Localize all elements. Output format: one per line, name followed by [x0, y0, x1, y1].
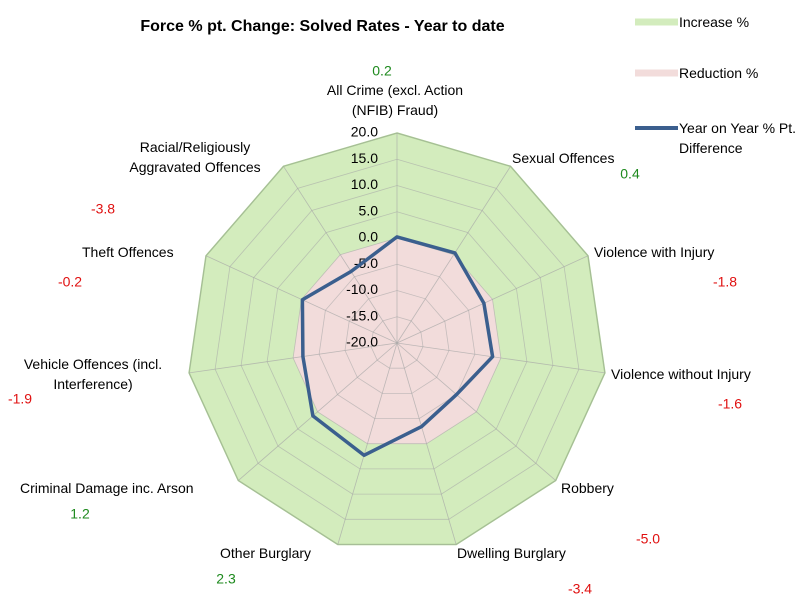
tick-label: -20.0 [346, 334, 378, 350]
grid-ring [370, 316, 424, 369]
data-label: -5.0 [636, 531, 660, 547]
data-label: 0.4 [620, 166, 640, 182]
category-label: Vehicle Offences (incl. Interference) [23, 356, 163, 392]
category-label: Theft Offences [82, 244, 174, 260]
grid-ring [318, 263, 476, 420]
grid-ring [214, 158, 580, 520]
category-label: Criminal Damage inc. Arson [20, 480, 194, 496]
legend-label: Reduction % [679, 65, 759, 81]
data-label: 2.3 [216, 571, 236, 587]
data-label: 0.2 [372, 63, 392, 79]
spoke [396, 342, 605, 374]
tick-label: 0.0 [359, 229, 379, 245]
grid-ring [292, 237, 502, 445]
legend-label: Year on Year % Pt. Difference [679, 120, 797, 156]
spoke [396, 166, 511, 344]
tick-label: -15.0 [346, 307, 378, 323]
tick-label: -5.0 [354, 255, 378, 271]
category-label: Other Burglary [220, 545, 312, 561]
data-label: -1.8 [713, 274, 737, 290]
category-label: Racial/Religiously Aggravated Offences [129, 139, 261, 175]
category-label: Dwelling Burglary [457, 545, 566, 561]
spoke [238, 342, 398, 481]
data-label: -1.9 [8, 391, 32, 407]
grid-ring [266, 211, 528, 470]
spoke [396, 255, 589, 344]
tick-label: 10.0 [351, 176, 378, 192]
spoke [283, 166, 398, 344]
category-label: Robbery [561, 480, 614, 496]
grid-ring [188, 132, 606, 545]
spoke [189, 342, 398, 374]
grid-ring [344, 290, 450, 394]
tick-label: -10.0 [346, 281, 378, 297]
data-label: -3.4 [568, 581, 592, 597]
data-label: -1.6 [718, 396, 742, 412]
spoke [396, 342, 457, 545]
tick-label: 5.0 [359, 202, 379, 218]
category-label: All Crime (excl. Action (NFIB) Fraud) [326, 82, 464, 118]
spoke [337, 342, 398, 545]
legend-label: Increase % [679, 14, 750, 30]
grid-ring [240, 185, 554, 495]
chart-title: Force % pt. Change: Solved Rates - Year … [140, 18, 505, 35]
data-label: -0.2 [58, 274, 82, 290]
category-label: Violence without Injury [611, 366, 751, 382]
tick-label: 15.0 [351, 150, 378, 166]
data-label: 1.2 [70, 506, 90, 522]
data-label: -3.8 [91, 201, 115, 217]
category-label: Sexual Offences [512, 150, 615, 166]
category-label: Violence with Injury [594, 244, 715, 260]
tick-label: 20.0 [351, 124, 378, 140]
line [300, 235, 495, 458]
spoke [396, 342, 556, 481]
